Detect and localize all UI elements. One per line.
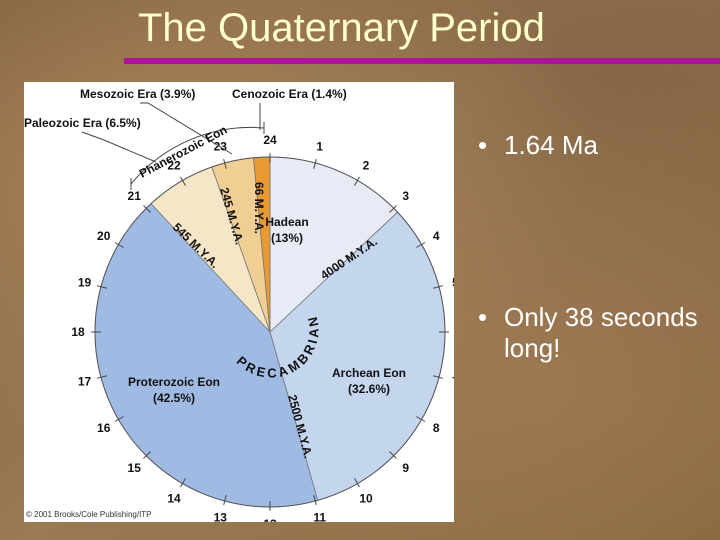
- hour-label: 3: [402, 189, 409, 203]
- mesozoic-era-label: Mesozoic Era (3.9%): [80, 87, 195, 101]
- geologic-clock-diagram: 123456789101112131415161718192021222324 …: [24, 87, 454, 522]
- hour-label: 19: [78, 275, 92, 289]
- hadean-label: Hadean: [265, 215, 308, 229]
- bullet-item: 1.64 Ma: [478, 130, 598, 161]
- hour-tick: [96, 285, 107, 289]
- hour-tick: [354, 176, 360, 186]
- hour-tick: [143, 451, 151, 459]
- hour-label: 12: [263, 517, 277, 522]
- hour-label: 2: [363, 159, 370, 173]
- archean-label: Archean Eon: [332, 366, 406, 380]
- hadean-percent: (13%): [271, 231, 303, 245]
- hour-label: 15: [128, 461, 142, 475]
- hour-tick: [433, 375, 444, 379]
- hour-tick: [180, 176, 186, 186]
- bullet-item: Only 38 seconds long!: [478, 302, 718, 364]
- hour-label: 1: [316, 140, 323, 154]
- hour-label: 7: [452, 375, 454, 389]
- hour-label: 22: [167, 159, 181, 173]
- hour-label: 17: [78, 375, 92, 389]
- archean-percent: (32.6%): [348, 382, 390, 396]
- hour-tick: [389, 451, 397, 459]
- hour-tick: [223, 158, 227, 169]
- hour-label: 18: [71, 325, 85, 339]
- hour-label: 16: [97, 421, 111, 435]
- hour-tick: [114, 242, 124, 248]
- copyright-text: © 2001 Brooks/Cole Publishing/ITP: [26, 510, 152, 519]
- hour-label: 21: [128, 189, 142, 203]
- hour-tick: [143, 205, 151, 213]
- hour-label: 10: [359, 491, 373, 505]
- hour-label: 8: [433, 421, 440, 435]
- hour-tick: [389, 205, 397, 213]
- hour-label: 9: [402, 461, 409, 475]
- hour-ticks: [91, 153, 449, 511]
- geologic-clock-figure: 123456789101112131415161718192021222324 …: [24, 82, 454, 522]
- proterozoic-percent: (42.5%): [153, 391, 195, 405]
- boundary-66-label: 66 M.Y.A.: [252, 182, 266, 234]
- paleozoic-era-label: Paleozoic Era (6.5%): [24, 116, 141, 130]
- hour-labels: 123456789101112131415161718192021222324: [71, 133, 454, 522]
- hour-tick: [223, 495, 227, 506]
- hour-tick: [114, 416, 124, 422]
- hour-label: 13: [214, 510, 228, 522]
- hour-tick: [96, 375, 107, 379]
- slide-title: The Quaternary Period: [138, 6, 545, 50]
- hour-label: 5: [452, 275, 454, 289]
- hour-tick: [416, 242, 426, 248]
- mesozoic-leader: [140, 102, 233, 155]
- hour-label: 14: [167, 491, 181, 505]
- phanerozoic-arc: [130, 126, 265, 185]
- paleozoic-leader: [81, 131, 157, 163]
- hour-tick: [416, 416, 426, 422]
- title-underline: [124, 58, 720, 64]
- cenozoic-era-label: Cenozoic Era (1.4%): [232, 87, 347, 101]
- hour-label: 11: [313, 510, 326, 522]
- hour-tick: [180, 478, 186, 488]
- proterozoic-label: Proterozoic Eon: [128, 375, 220, 389]
- hour-tick: [313, 495, 317, 506]
- hour-label: 4: [433, 229, 440, 243]
- hour-tick: [354, 478, 360, 488]
- hour-label: 24: [263, 133, 277, 147]
- hour-label: 20: [97, 229, 111, 243]
- hour-tick: [313, 158, 317, 169]
- hour-tick: [433, 285, 444, 289]
